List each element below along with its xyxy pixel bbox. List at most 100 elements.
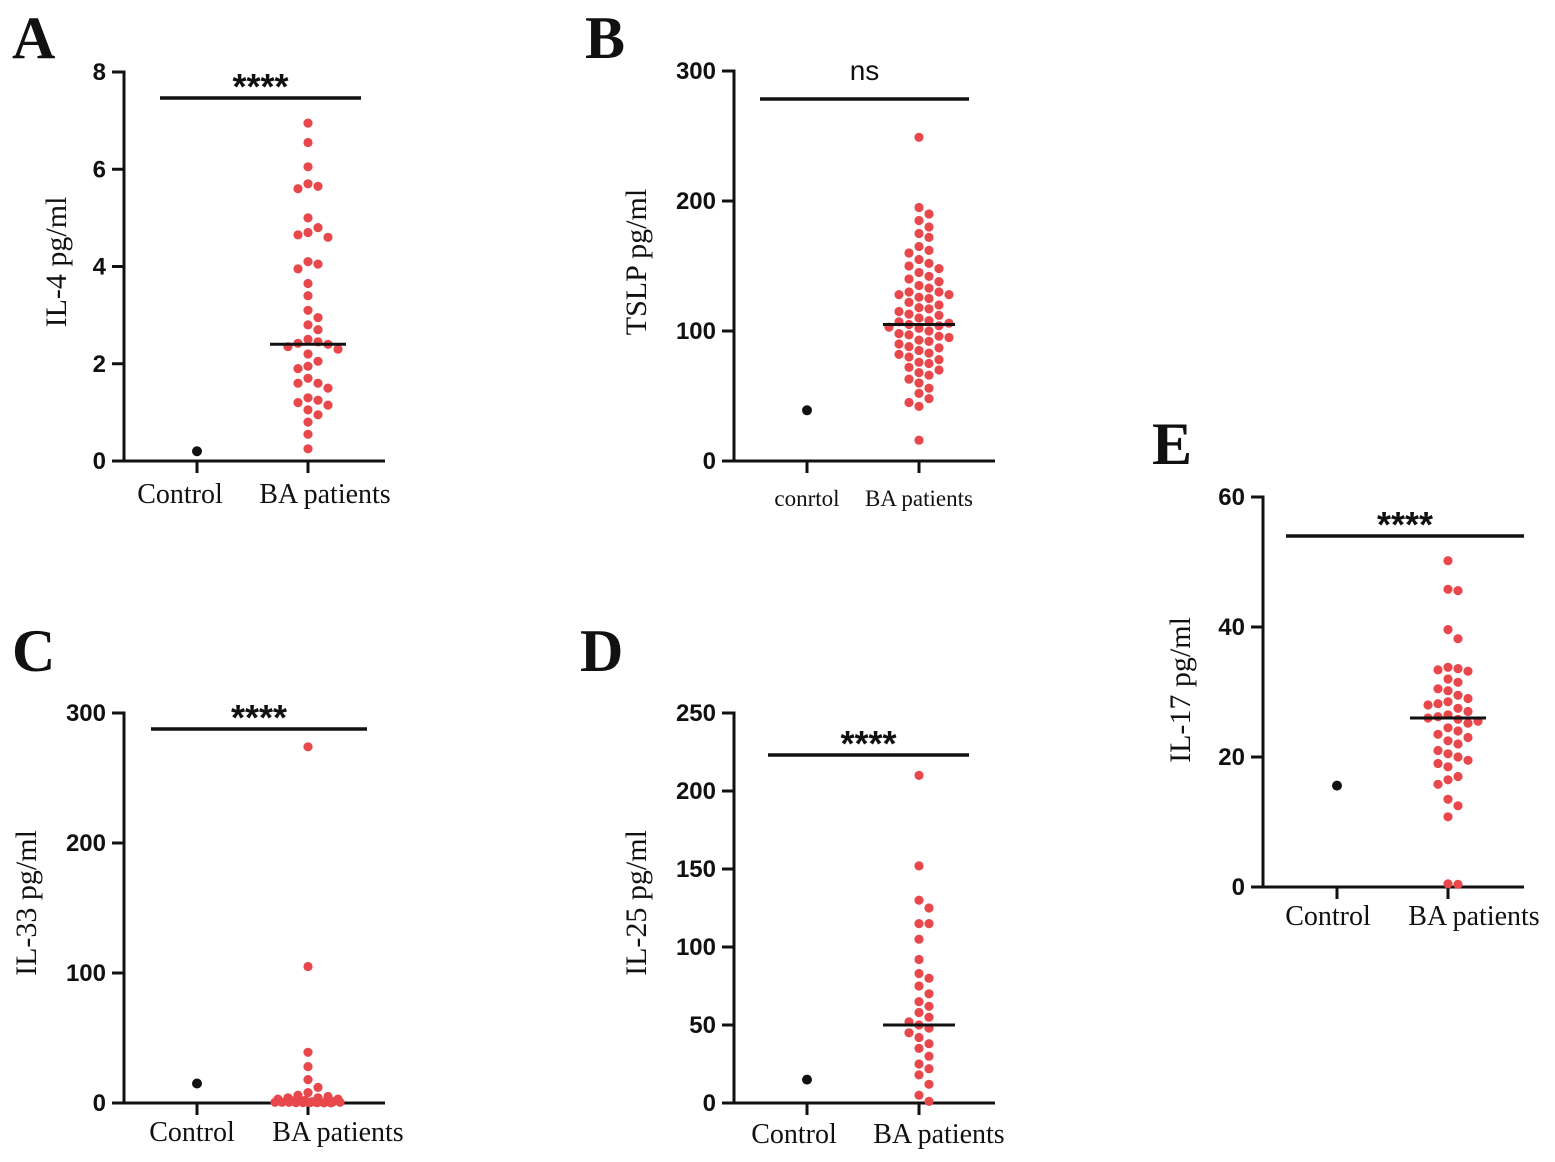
ba-patient-point — [303, 179, 313, 189]
ba-patient-point — [1463, 693, 1473, 704]
ba-patient-point — [1443, 556, 1453, 566]
x-category-label-control: conrtol — [774, 486, 839, 511]
ba-patient-point — [293, 230, 303, 240]
ba-patient-point — [1443, 749, 1453, 759]
ba-patient-point — [1443, 794, 1453, 804]
ba-patient-point — [914, 388, 924, 398]
ba-patient-point — [914, 378, 924, 388]
ba-patient-point — [313, 313, 323, 323]
ba-patient-point — [1443, 762, 1453, 772]
ba-patient-point — [914, 401, 924, 411]
control-point — [192, 446, 202, 457]
x-category-label-ba-patients: BA patients — [272, 1117, 403, 1148]
ba-patient-point — [944, 332, 954, 343]
ba-patient-point — [914, 1090, 924, 1100]
ba-patient-point — [313, 325, 323, 335]
ba-patient-point — [1443, 686, 1453, 696]
ba-patient-point — [894, 290, 904, 300]
ba-patient-point — [924, 232, 934, 242]
ba-patient-point — [305, 1098, 315, 1108]
panel-letter: D — [580, 618, 623, 684]
ba-patient-point — [1453, 586, 1463, 596]
ba-patient-point — [291, 1098, 301, 1108]
ba-patient-point — [303, 1075, 313, 1085]
y-tick-label: 0 — [1232, 874, 1245, 901]
control-point — [1332, 780, 1342, 791]
ba-patient-point — [303, 961, 313, 972]
ba-patient-point — [303, 405, 313, 415]
y-axis-label: TSLP pg/ml — [620, 189, 653, 335]
ba-patient-point — [894, 339, 904, 349]
y-tick-label: 250 — [676, 700, 716, 727]
y-tick-label: 0 — [93, 448, 106, 475]
y-tick-label: 100 — [676, 318, 716, 345]
panel-d: D 0 50 100 150 200 250 Control BA patients IL-25 … — [580, 618, 1005, 1150]
ba-patient-point — [914, 345, 924, 356]
ba-patient-point — [1443, 736, 1453, 746]
ba-patient-point — [303, 373, 313, 383]
ba-patient-point — [1443, 723, 1453, 733]
ba-patient-point — [924, 336, 934, 346]
ba-patient-point — [323, 232, 333, 242]
ba-patient-point — [1453, 739, 1463, 749]
ba-patient-point — [914, 280, 924, 291]
ba-patient-point — [303, 393, 313, 403]
y-tick-label: 150 — [676, 856, 716, 883]
x-category-label-ba-patients: BA patients — [1408, 901, 1539, 932]
ba-patient-point — [313, 259, 323, 269]
ba-patient-point — [894, 349, 904, 359]
ba-patient-point — [924, 316, 934, 326]
ba-patient-point — [303, 429, 313, 439]
ba-patient-point — [303, 361, 313, 371]
y-tick-label: 0 — [93, 1090, 106, 1117]
ba-patient-point — [904, 374, 914, 384]
x-category-label-control: Control — [137, 479, 223, 510]
ba-patient-point — [1443, 625, 1453, 635]
ba-patient-point — [914, 919, 924, 929]
ba-patient-point — [904, 362, 914, 372]
ba-patient-point — [924, 383, 934, 393]
y-axis-label: IL-17 pg/ml — [1164, 617, 1197, 763]
ba-patient-point — [904, 274, 914, 284]
y-tick-label: 0 — [703, 448, 716, 475]
ba-patient-point — [1453, 677, 1463, 687]
ba-patient-point — [303, 305, 313, 315]
ba-patient-point — [924, 973, 934, 983]
y-axis-label: IL-25 pg/ml — [620, 830, 653, 976]
significance-label: ns — [850, 55, 880, 86]
ba-patient-point — [293, 364, 303, 374]
ba-patient-point — [313, 395, 323, 405]
ba-patient-point — [303, 444, 313, 454]
ba-patient-point — [1443, 812, 1453, 822]
ba-patient-point — [914, 770, 924, 781]
x-category-label-ba-patients: BA patients — [873, 1119, 1004, 1150]
y-tick-label: 8 — [93, 59, 106, 86]
ba-patient-point — [914, 241, 924, 252]
ba-patient-point — [1453, 690, 1463, 700]
ba-patient-point — [924, 209, 934, 219]
y-tick-label: 0 — [703, 1090, 716, 1117]
ba-patient-point — [914, 1043, 924, 1053]
ba-patient-point — [1443, 697, 1453, 707]
ba-patient-point — [313, 356, 323, 366]
ba-patient-point — [319, 1098, 329, 1108]
ba-patient-point — [303, 417, 313, 427]
ba-patient-point — [293, 398, 303, 408]
ba-patient-point — [1423, 700, 1433, 710]
y-tick-label: 300 — [676, 58, 716, 85]
ba-patient-point — [904, 342, 914, 352]
y-tick-label: 4 — [93, 254, 107, 281]
ba-patient-point — [924, 258, 934, 268]
x-category-label-control: Control — [751, 1119, 837, 1150]
ba-patient-point — [904, 287, 914, 297]
ba-patient-point — [1443, 584, 1453, 594]
x-category-label-control: Control — [149, 1117, 235, 1148]
ba-patient-point — [924, 1051, 934, 1061]
ba-patient-point — [298, 1098, 308, 1108]
ba-patient-point — [1433, 745, 1443, 756]
ba-patient-point — [934, 343, 944, 353]
control-point — [192, 1078, 202, 1089]
ba-patient-point — [303, 742, 313, 752]
ba-patient-point — [914, 228, 924, 239]
ba-patient-point — [1453, 771, 1463, 782]
